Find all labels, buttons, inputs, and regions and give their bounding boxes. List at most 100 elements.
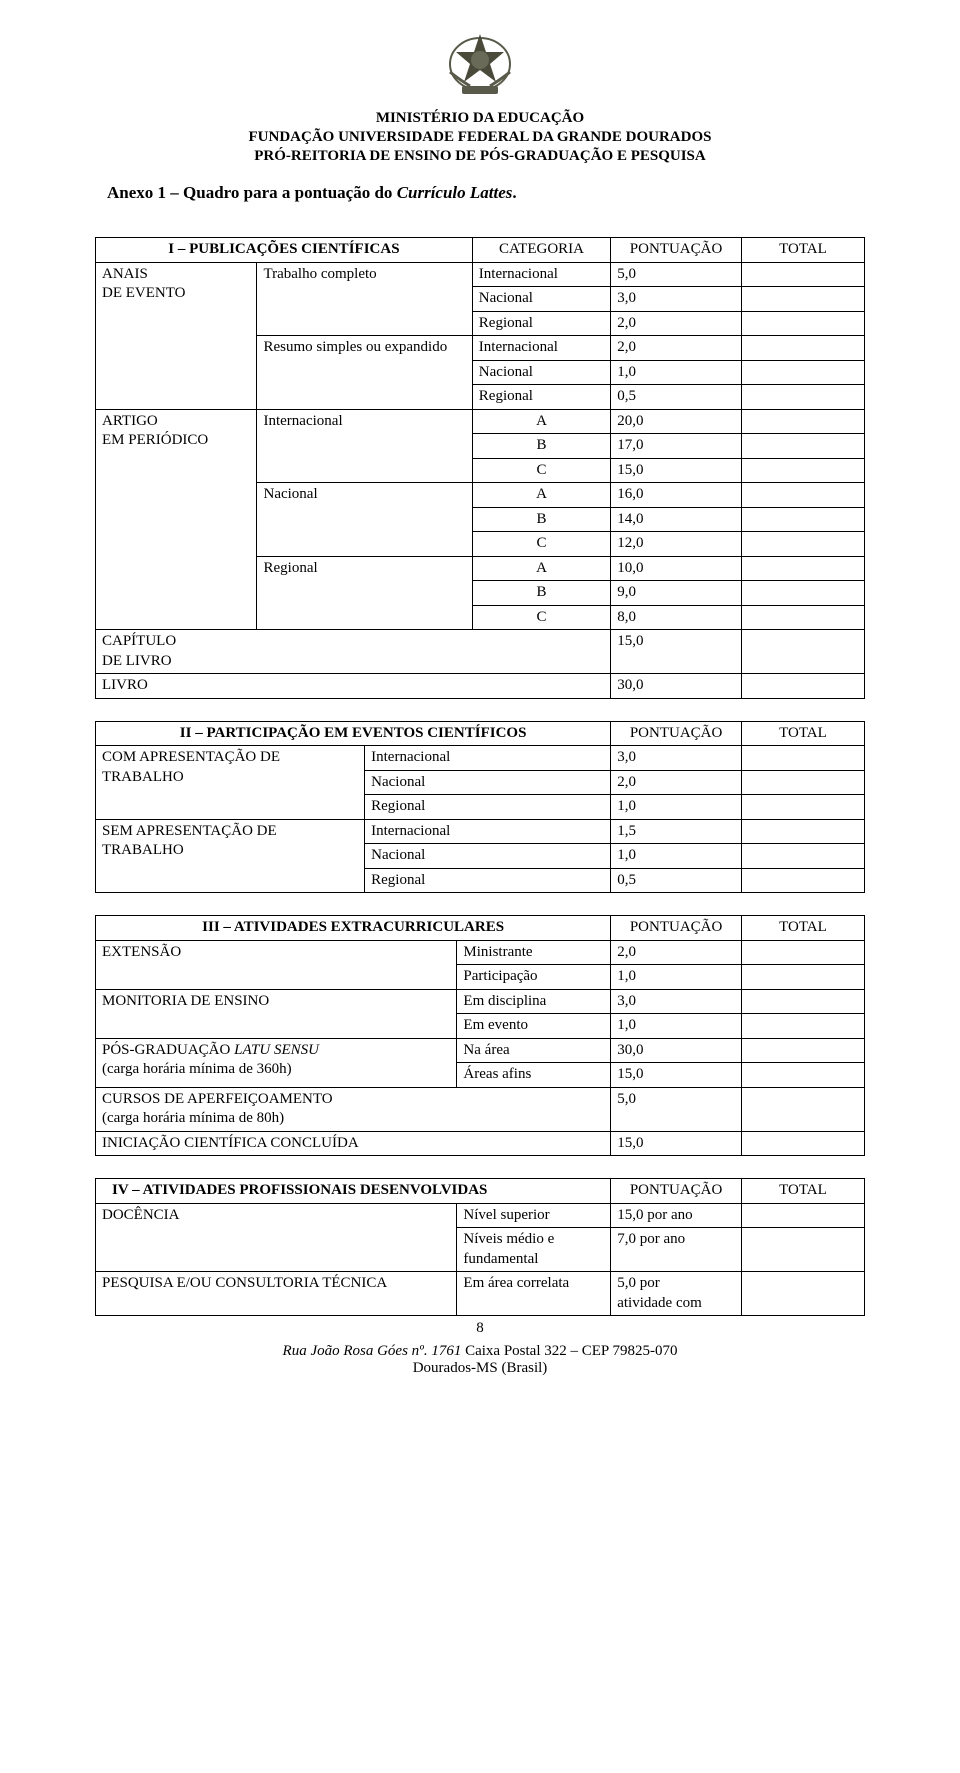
cell: 5,0 <box>611 262 742 287</box>
table-row: COM APRESENTAÇÃO DE TRABALHO Internacion… <box>96 746 865 771</box>
cell-iniciacao: INICIAÇÃO CIENTÍFICA CONCLUÍDA <box>96 1131 611 1156</box>
col-pontuacao: PONTUAÇÃO <box>611 238 742 263</box>
cell: 7,0 por ano <box>611 1228 742 1272</box>
table-row: II – PARTICIPAÇÃO EM EVENTOS CIENTÍFICOS… <box>96 721 865 746</box>
cell <box>741 1014 864 1039</box>
cell: 9,0 <box>611 581 742 606</box>
col-categoria: CATEGORIA <box>472 238 610 263</box>
cell <box>741 385 864 410</box>
table-row: INICIAÇÃO CIENTÍFICA CONCLUÍDA 15,0 <box>96 1131 865 1156</box>
cell-cursos: CURSOS DE APERFEIÇOAMENTO (carga horária… <box>96 1087 611 1131</box>
cell: A <box>472 556 610 581</box>
table-row: SEM APRESENTAÇÃO DE TRABALHO Internacion… <box>96 819 865 844</box>
header-line-2: FUNDAÇÃO UNIVERSIDADE FEDERAL DA GRANDE … <box>95 128 865 147</box>
cell <box>741 262 864 287</box>
cell-livro: LIVRO <box>96 674 611 699</box>
posgrad-italic: LATU SENSU <box>234 1042 319 1058</box>
cell: Em disciplina <box>457 989 611 1014</box>
cell: Internacional <box>365 819 611 844</box>
cell: Participação <box>457 965 611 990</box>
cell: Internacional <box>257 409 472 483</box>
cell: Nacional <box>365 844 611 869</box>
t1-title: I – PUBLICAÇÕES CIENTÍFICAS <box>96 238 473 263</box>
cell <box>741 746 864 771</box>
cell: 1,0 <box>611 1014 742 1039</box>
cell-pesquisa: PESQUISA E/OU CONSULTORIA TÉCNICA <box>96 1272 457 1316</box>
cell: 8,0 <box>611 605 742 630</box>
cell: 1,0 <box>611 795 742 820</box>
cell: C <box>472 605 610 630</box>
cell <box>741 556 864 581</box>
cell <box>741 989 864 1014</box>
table-row: PÓS-GRADUAÇÃO LATU SENSU (carga horária … <box>96 1038 865 1063</box>
cell <box>741 1203 864 1228</box>
cell: 2,0 <box>611 311 742 336</box>
cell <box>741 605 864 630</box>
cell: Internacional <box>472 262 610 287</box>
cell: Regional <box>472 311 610 336</box>
cell: 15,0 <box>611 630 742 674</box>
cell-extensao: EXTENSÃO <box>96 940 457 989</box>
cell: 3,0 <box>611 989 742 1014</box>
cell: 17,0 <box>611 434 742 459</box>
cell: 2,0 <box>611 940 742 965</box>
cell: Em evento <box>457 1014 611 1039</box>
cell <box>741 581 864 606</box>
cell: 2,0 <box>611 770 742 795</box>
cell <box>741 795 864 820</box>
cell: Regional <box>365 795 611 820</box>
cell: 15,0 por ano <box>611 1203 742 1228</box>
posgrad-carga: (carga horária mínima de 360h) <box>102 1061 292 1077</box>
cell <box>741 434 864 459</box>
cell <box>741 1228 864 1272</box>
cell: 1,5 <box>611 819 742 844</box>
cell <box>741 770 864 795</box>
cell-sem-apresentacao: SEM APRESENTAÇÃO DE TRABALHO <box>96 819 365 893</box>
cell: 1,0 <box>611 360 742 385</box>
cell <box>741 409 864 434</box>
cell: 5,0 por atividade com <box>611 1272 742 1316</box>
cell: Regional <box>472 385 610 410</box>
cell <box>741 630 864 674</box>
table-row: ANAIS DE EVENTO Trabalho completo Intern… <box>96 262 865 287</box>
cell: 20,0 <box>611 409 742 434</box>
cell: 10,0 <box>611 556 742 581</box>
table-row: IV – ATIVIDADES PROFISSIONAIS DESENVOLVI… <box>96 1179 865 1204</box>
cell: Regional <box>365 868 611 893</box>
cell <box>741 336 864 361</box>
cell <box>741 674 864 699</box>
cell-artigo: ARTIGO EM PERIÓDICO <box>96 409 257 630</box>
cell <box>741 532 864 557</box>
cell: Nacional <box>472 287 610 312</box>
cell: Nível superior <box>457 1203 611 1228</box>
cell: Nacional <box>365 770 611 795</box>
cell: Áreas afins <box>457 1063 611 1088</box>
cell: 30,0 <box>611 674 742 699</box>
cell-trabalho-completo: Trabalho completo <box>257 262 472 336</box>
ministry-header: MINISTÉRIO DA EDUCAÇÃO FUNDAÇÃO UNIVERSI… <box>95 109 865 165</box>
cell <box>741 458 864 483</box>
col-total: TOTAL <box>741 1179 864 1204</box>
cell-docencia: DOCÊNCIA <box>96 1203 457 1272</box>
cell <box>741 311 864 336</box>
cell <box>741 819 864 844</box>
cell <box>741 483 864 508</box>
cell-resumo: Resumo simples ou expandido <box>257 336 472 410</box>
table-row: CAPÍTULO DE LIVRO 15,0 <box>96 630 865 674</box>
table-participacao: II – PARTICIPAÇÃO EM EVENTOS CIENTÍFICOS… <box>95 721 865 894</box>
cell-monitoria: MONITORIA DE ENSINO <box>96 989 457 1038</box>
table-extracurriculares: III – ATIVIDADES EXTRACURRICULARES PONTU… <box>95 915 865 1156</box>
cell-posgrad: PÓS-GRADUAÇÃO LATU SENSU (carga horária … <box>96 1038 457 1087</box>
header-line-3: PRÓ-REITORIA DE ENSINO DE PÓS-GRADUAÇÃO … <box>95 147 865 166</box>
cell: 1,0 <box>611 844 742 869</box>
cell <box>741 844 864 869</box>
cell: B <box>472 581 610 606</box>
cell: C <box>472 532 610 557</box>
cell <box>741 940 864 965</box>
cell: 30,0 <box>611 1038 742 1063</box>
col-total: TOTAL <box>741 238 864 263</box>
cell: Em área correlata <box>457 1272 611 1316</box>
table-profissionais: IV – ATIVIDADES PROFISSIONAIS DESENVOLVI… <box>95 1178 865 1316</box>
col-pontuacao: PONTUAÇÃO <box>611 1179 742 1204</box>
cell: 15,0 <box>611 1131 742 1156</box>
